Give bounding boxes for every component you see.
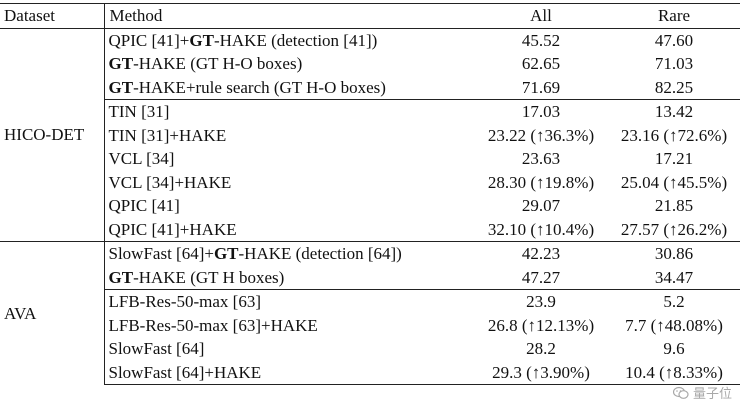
- rare-value: 21.85: [654, 196, 694, 215]
- watermark-text: 量子位: [692, 387, 732, 402]
- rare-value: 71.03: [654, 54, 694, 73]
- table-row: AVA SlowFast [64]+GT-HAKE (detection [64]…: [0, 241, 740, 385]
- method-cell: GT-HAKE+rule search (GT H-O boxes): [104, 76, 474, 100]
- wechat-icon: [672, 386, 689, 399]
- method-cell: GT-HAKE (GT H boxes): [104, 266, 474, 290]
- all-value: 45.52: [474, 27, 608, 52]
- all-value: 47.27: [521, 267, 561, 287]
- all-value: 23.22 (↑36.3%): [487, 125, 595, 145]
- rare-value: 23.16 (↑72.6%): [620, 125, 728, 145]
- method-cell: LFB-Res-50-max [63]: [104, 289, 474, 314]
- method-cell: QPIC [41]+GT-HAKE (detection [41]): [104, 27, 474, 52]
- all-value: 42.23: [474, 241, 608, 266]
- all-value: 23.63: [521, 149, 561, 168]
- dataset-cell: HICO-DET: [0, 27, 105, 242]
- rare-value: 30.86: [608, 241, 740, 266]
- method-cell: TIN [31]+HAKE: [104, 124, 474, 148]
- rare-value: 9.6: [663, 339, 685, 358]
- header-row: Dataset Method All Rare: [0, 3, 740, 28]
- rare-value: 7.7 (↑48.08%): [625, 315, 723, 335]
- rare-value: 25.04 (↑45.5%): [620, 172, 728, 192]
- method-text: TIN [31]: [108, 102, 170, 121]
- table-row: SlowFast [64] 28.2 9.6: [0, 337, 740, 361]
- rare-value: 82.25: [654, 77, 694, 97]
- table-row: TIN [31]+HAKE 23.22 (↑36.3%) 23.16 (↑72.6%…: [0, 124, 740, 148]
- method-text: GT: [108, 77, 134, 97]
- rare-value: 27.57 (↑26.2%): [620, 219, 728, 239]
- all-value: 71.69: [521, 77, 561, 97]
- table-row: GT-HAKE+rule search (GT H-O boxes) 71.69 8…: [0, 76, 740, 100]
- all-value: 17.03: [474, 99, 608, 124]
- header-rare: Rare: [657, 6, 691, 25]
- rare-value: 34.47: [654, 267, 694, 287]
- method-cell: SlowFast [64]: [104, 337, 474, 361]
- rare-value: 5.2: [608, 289, 740, 314]
- table-row: SlowFast [64]+HAKE 29.3 (↑3.90%) 10.4 (↑8.…: [0, 360, 740, 385]
- rare-value: 10.4 (↑8.33%): [608, 360, 740, 385]
- method-text: GT: [213, 244, 239, 263]
- method-text: LFB-Res-50-max [63]+HAKE: [108, 315, 318, 335]
- method-cell: GT-HAKE (GT H-O boxes): [104, 52, 474, 76]
- method-text: GT: [108, 267, 134, 287]
- all-value: 26.8 (↑12.13%): [487, 315, 595, 335]
- method-cell: TIN [31]: [104, 99, 474, 124]
- method-text: -HAKE (detection [64]): [238, 244, 402, 263]
- header-dataset: Dataset: [0, 3, 105, 28]
- group-1: AVA SlowFast [64]+GT-HAKE (detection [64]…: [0, 241, 740, 385]
- method-text: -HAKE (detection [41]): [213, 30, 378, 50]
- method-text: VCL [34]+HAKE: [108, 172, 232, 192]
- rare-value: 13.42: [608, 99, 740, 124]
- method-cell: QPIC [41]+HAKE: [104, 218, 474, 242]
- method-text: QPIC [41]: [108, 196, 180, 215]
- header-method: Method: [109, 6, 163, 25]
- method-cell: SlowFast [64]+HAKE: [104, 360, 474, 385]
- rare-value: 47.60: [608, 27, 740, 52]
- all-value: 28.2: [526, 339, 556, 358]
- method-text: SlowFast [64]+HAKE: [108, 362, 262, 382]
- method-text: LFB-Res-50-max [63]: [108, 292, 262, 311]
- method-cell: LFB-Res-50-max [63]+HAKE: [104, 314, 474, 338]
- all-value: 32.10 (↑10.4%): [487, 219, 595, 239]
- table-row: GT-HAKE (GT H-O boxes) 62.65 71.03: [0, 52, 740, 76]
- table-row: GT-HAKE (GT H boxes) 47.27 34.47: [0, 266, 740, 290]
- method-text: VCL [34]: [108, 149, 175, 168]
- table-row: QPIC [41]+HAKE 32.10 (↑10.4%) 27.57 (↑26.2…: [0, 218, 740, 242]
- method-cell: VCL [34]: [104, 147, 474, 171]
- group-0: HICO-DET QPIC [41]+GT-HAKE (detection [41…: [0, 27, 740, 242]
- method-text: GT: [108, 54, 134, 73]
- all-value: 29.07: [521, 196, 561, 215]
- header-all: All: [530, 6, 552, 25]
- method-text: -HAKE (GT H boxes): [133, 267, 285, 287]
- table-row: TIN [31] 17.03 13.42: [0, 99, 740, 124]
- method-text: -HAKE (GT H-O boxes): [133, 54, 303, 73]
- method-text: QPIC [41]+HAKE: [108, 219, 237, 239]
- method-text: QPIC [41]+: [108, 30, 190, 50]
- all-value: 29.3 (↑3.90%): [474, 360, 608, 385]
- method-text: SlowFast [64]+: [108, 244, 214, 263]
- table-row: VCL [34]+HAKE 28.30 (↑19.8%) 25.04 (↑45.5%…: [0, 171, 740, 195]
- table-header: Dataset Method All Rare: [0, 3, 740, 28]
- results-table: Dataset Method All Rare HICO-DET QPIC [41…: [0, 3, 740, 385]
- method-text: -HAKE+rule search (GT H-O boxes): [133, 77, 386, 97]
- method-text: GT: [189, 30, 214, 50]
- method-text: TIN [31]+HAKE: [108, 125, 227, 145]
- method-text: SlowFast [64]: [108, 339, 205, 358]
- method-cell: SlowFast [64]+GT-HAKE (detection [64]): [104, 241, 474, 266]
- method-cell: QPIC [41]: [104, 194, 474, 218]
- rare-value: 17.21: [654, 149, 694, 168]
- table-row: QPIC [41] 29.07 21.85: [0, 194, 740, 218]
- all-value: 28.30 (↑19.8%): [487, 172, 595, 192]
- watermark: 量子位: [672, 383, 732, 402]
- table-row: VCL [34] 23.63 17.21: [0, 147, 740, 171]
- dataset-cell: AVA: [0, 241, 105, 385]
- table-row: LFB-Res-50-max [63]+HAKE 26.8 (↑12.13%) 7.…: [0, 314, 740, 338]
- method-cell: VCL [34]+HAKE: [104, 171, 474, 195]
- table-row: HICO-DET QPIC [41]+GT-HAKE (detection [41…: [0, 27, 740, 242]
- all-value: 23.9: [474, 289, 608, 314]
- table-row: LFB-Res-50-max [63] 23.9 5.2: [0, 289, 740, 314]
- all-value: 62.65: [521, 54, 561, 73]
